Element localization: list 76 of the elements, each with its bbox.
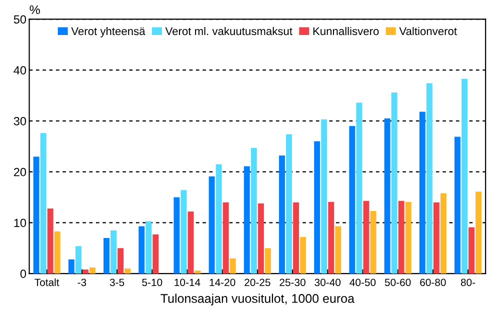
bar bbox=[208, 176, 215, 274]
y-tick-label: 0 bbox=[20, 270, 26, 278]
bar bbox=[426, 83, 432, 274]
bar bbox=[328, 202, 334, 274]
bar bbox=[146, 221, 152, 274]
x-axis-title: Tulonsaajan vuositulot, 1000 euroa bbox=[160, 294, 354, 306]
bar bbox=[462, 78, 468, 274]
bar bbox=[222, 202, 229, 274]
y-tick-label: 20 bbox=[14, 168, 26, 176]
x-tick-label: 25-30 bbox=[280, 278, 306, 286]
bar bbox=[33, 156, 40, 274]
bar bbox=[152, 234, 159, 274]
bar bbox=[321, 119, 328, 274]
bar bbox=[300, 236, 306, 274]
bar bbox=[250, 148, 257, 274]
x-tick-label: 30-40 bbox=[314, 278, 341, 286]
x-tick-label: 5-10 bbox=[142, 278, 162, 286]
bar bbox=[258, 203, 264, 274]
bar bbox=[230, 258, 236, 274]
bar bbox=[363, 200, 370, 274]
legend-label: Verot yhteensä bbox=[71, 26, 146, 38]
x-tick-label: 60-80 bbox=[420, 278, 446, 286]
bar bbox=[356, 102, 362, 274]
x-tick-label: Totalt bbox=[34, 278, 60, 286]
y-axis-title: % bbox=[30, 5, 40, 14]
x-tick-label: 10-14 bbox=[174, 278, 200, 286]
x-tick-label: 80- bbox=[460, 278, 476, 286]
bar bbox=[118, 248, 124, 274]
bar bbox=[279, 156, 285, 274]
bar bbox=[384, 118, 390, 274]
bar bbox=[349, 126, 356, 274]
bar bbox=[188, 212, 194, 274]
bar bbox=[110, 230, 116, 274]
bar bbox=[391, 92, 398, 274]
bar bbox=[82, 270, 88, 274]
bar bbox=[104, 238, 110, 274]
bar bbox=[454, 136, 460, 274]
bar bbox=[293, 202, 300, 274]
bar bbox=[264, 248, 271, 274]
legend-label: Kunnallisvero bbox=[313, 26, 379, 36]
legend-label: Verot ml. vakuutusmaksut bbox=[165, 26, 292, 36]
bar bbox=[476, 192, 482, 274]
bar bbox=[398, 200, 404, 274]
y-tick-label: 10 bbox=[14, 218, 26, 228]
bar bbox=[124, 268, 131, 274]
bar bbox=[419, 112, 426, 274]
bar bbox=[370, 211, 376, 274]
bar bbox=[47, 208, 54, 274]
x-tick-label: -3 bbox=[78, 278, 86, 286]
bar bbox=[54, 231, 60, 274]
bar bbox=[286, 134, 292, 274]
bar bbox=[468, 227, 475, 274]
y-tick-label: 50 bbox=[14, 15, 26, 24]
bar bbox=[89, 267, 96, 274]
bar bbox=[68, 259, 74, 274]
y-tick-label: 30 bbox=[14, 116, 26, 126]
bar bbox=[180, 190, 187, 274]
bar bbox=[75, 246, 82, 274]
x-tick-label: 20-25 bbox=[244, 278, 270, 286]
bar bbox=[244, 166, 250, 274]
legend-label: Valtionverot bbox=[399, 26, 457, 36]
bar bbox=[314, 141, 320, 274]
bar bbox=[138, 226, 145, 274]
bar bbox=[174, 197, 180, 274]
bar bbox=[194, 270, 201, 274]
bar bbox=[433, 202, 440, 274]
bar bbox=[335, 226, 342, 274]
bar bbox=[405, 202, 412, 274]
y-tick-label: 40 bbox=[14, 66, 26, 74]
bar bbox=[440, 193, 446, 274]
x-tick-label: 14-20 bbox=[210, 278, 236, 286]
x-tick-label: 3-5 bbox=[110, 278, 124, 286]
x-tick-label: 50-60 bbox=[384, 278, 411, 286]
x-tick-label: 40-50 bbox=[350, 278, 376, 286]
bar bbox=[216, 164, 222, 274]
bar bbox=[40, 133, 46, 274]
